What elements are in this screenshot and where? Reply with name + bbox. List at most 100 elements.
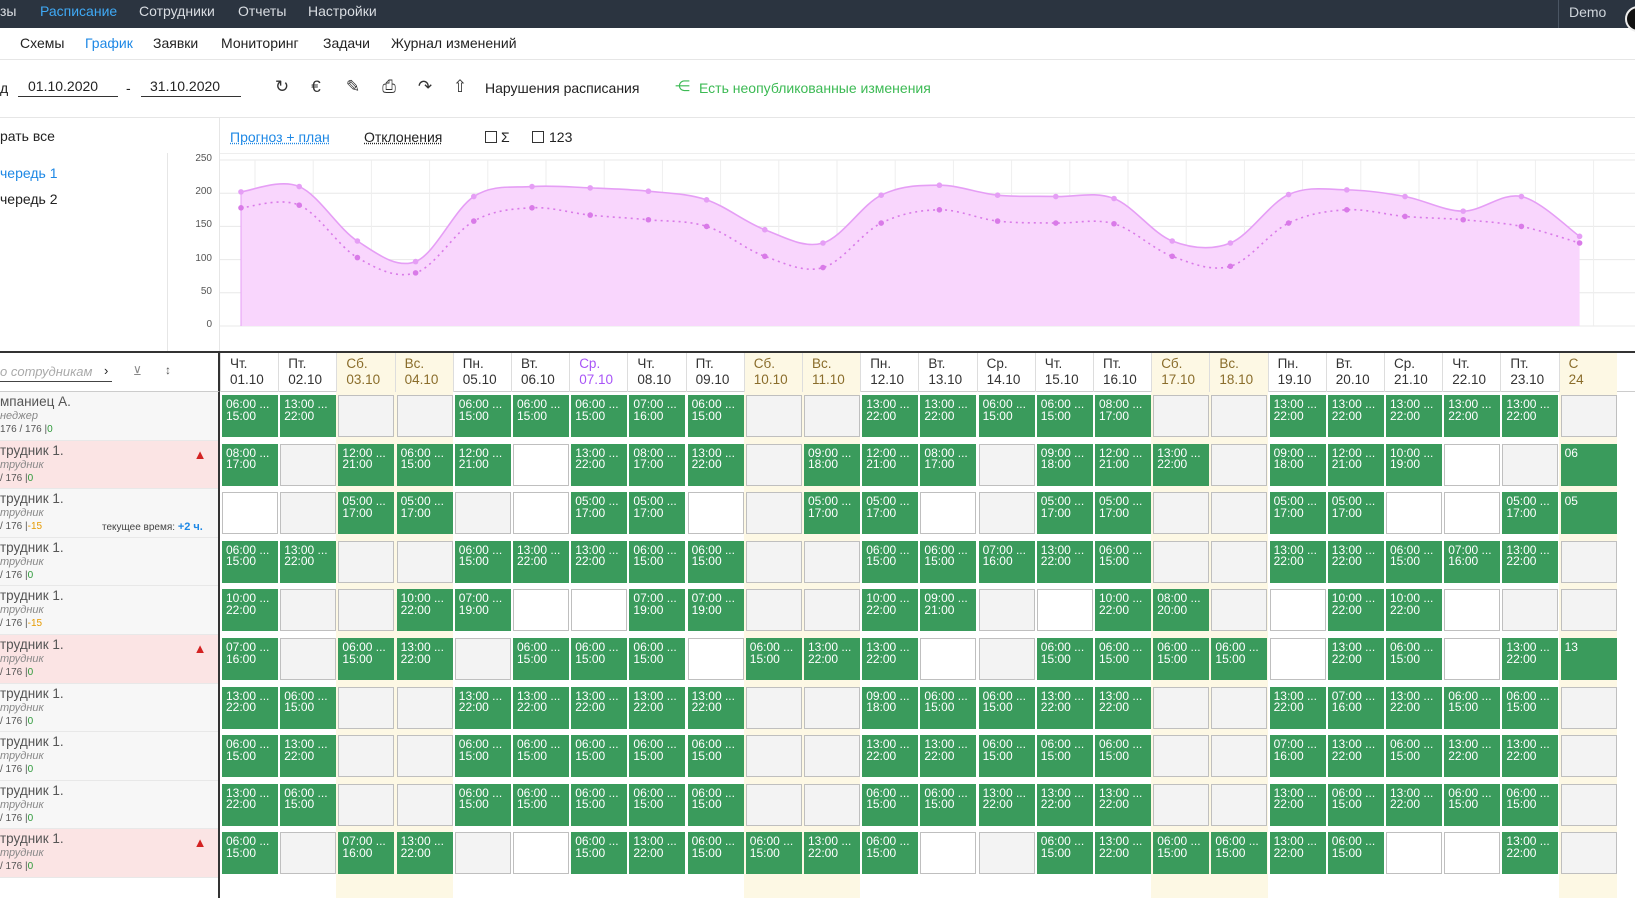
empty-shift-cell[interactable] <box>1386 492 1442 535</box>
day-header[interactable]: Сб. 03.10 <box>336 353 395 392</box>
empty-shift-cell[interactable] <box>396 783 453 826</box>
shift-cell[interactable]: 06:00 ... 15:00 <box>687 395 744 437</box>
empty-shift-cell[interactable] <box>1269 638 1326 680</box>
shift-cell[interactable]: 13:00 ... 22:00 <box>1502 735 1559 778</box>
shift-cell[interactable]: 08:00 ... 17:00 <box>1095 395 1151 437</box>
shift-cell[interactable]: 06:00 ... 15:00 <box>1386 735 1442 778</box>
empty-shift-cell[interactable] <box>513 443 569 486</box>
empty-shift-cell[interactable] <box>804 540 860 583</box>
shift-cell[interactable]: 06:00 ... 15:00 <box>862 832 919 875</box>
shift-cell[interactable]: 13:00 ... 22:00 <box>1269 395 1326 437</box>
empty-shift-cell[interactable] <box>745 735 802 778</box>
employee-name[interactable]: трудник 1. <box>0 734 64 750</box>
employee-row[interactable]: трудник 1. трудник/ 176 |0 <box>0 780 218 830</box>
shift-cell[interactable]: 06:00 ... 15:00 <box>862 540 919 583</box>
day-header[interactable]: Сб. 17.10 <box>1151 353 1210 392</box>
empty-shift-cell[interactable] <box>338 686 395 729</box>
nav-item-reports[interactable]: Отчеты <box>238 3 287 19</box>
shift-cell[interactable]: 13:00 ... 22:00 <box>862 735 919 778</box>
shift-cell[interactable]: 13:00 ... 22:00 <box>978 783 1035 826</box>
empty-shift-cell[interactable] <box>804 735 860 778</box>
empty-shift-cell[interactable] <box>1560 735 1617 778</box>
tab-requests[interactable]: Заявки <box>153 35 199 51</box>
shift-cell[interactable]: 05:00 ... 17:00 <box>571 492 628 535</box>
empty-shift-cell[interactable] <box>1444 589 1501 632</box>
shift-cell[interactable]: 06:00 ... 15:00 <box>1153 638 1210 680</box>
shift-cell[interactable]: 06:00 ... 15:00 <box>454 735 511 778</box>
employee-name[interactable]: трудник 1. <box>0 782 64 798</box>
shift-cell[interactable]: 13:00 ... 22:00 <box>629 686 686 729</box>
shift-cell[interactable]: 06:00 ... 15:00 <box>280 686 337 729</box>
shift-cell[interactable]: 06:00 ... 15:00 <box>571 832 628 875</box>
shift-cell[interactable]: 07:00 ... 16:00 <box>1327 686 1384 729</box>
shift-cell[interactable]: 06:00 ... 15:00 <box>978 735 1035 778</box>
upload-icon[interactable]: ⇧ <box>452 77 468 96</box>
shift-cell[interactable]: 13:00 ... 22:00 <box>1036 540 1093 583</box>
shift-cell[interactable]: 13:00 ... 22:00 <box>687 443 744 486</box>
empty-shift-cell[interactable] <box>396 395 453 437</box>
shift-cell[interactable]: 06:00 ... 15:00 <box>513 638 569 680</box>
shift-cell[interactable]: 06:00 ... 15:00 <box>1386 540 1442 583</box>
shift-cell[interactable]: 08:00 ... 17:00 <box>920 443 977 486</box>
shift-cell[interactable]: 07:00 ... 16:00 <box>222 638 278 680</box>
shift-cell[interactable]: 05:00 ... 17:00 <box>804 492 860 535</box>
shift-cell[interactable]: 06:00 ... 15:00 <box>1095 735 1151 778</box>
empty-shift-cell[interactable] <box>1153 735 1210 778</box>
shift-cell[interactable]: 10:00 ... 22:00 <box>1327 589 1384 632</box>
day-header[interactable]: Пт. 09.10 <box>685 353 744 392</box>
shift-cell[interactable]: 05:00 ... 17:00 <box>1327 492 1384 535</box>
shift-cell[interactable]: 06:00 ... 15:00 <box>687 783 744 826</box>
shift-cell[interactable]: 12:00 ... 21:00 <box>862 443 919 486</box>
empty-shift-cell[interactable] <box>745 492 802 535</box>
empty-shift-cell[interactable] <box>1211 783 1268 826</box>
shift-cell[interactable]: 06:00 ... 15:00 <box>978 686 1035 729</box>
shift-cell[interactable]: 06:00 ... 15:00 <box>1153 832 1210 875</box>
shift-cell[interactable]: 06:00 ... 15:00 <box>222 540 278 583</box>
shift-cell[interactable]: 09:00 ... 21:00 <box>920 589 977 632</box>
empty-shift-cell[interactable] <box>396 735 453 778</box>
shift-cell[interactable]: 06:00 ... 15:00 <box>920 783 977 826</box>
queue-item-1[interactable]: чередь 1 <box>0 165 58 181</box>
empty-shift-cell[interactable] <box>280 443 337 486</box>
shift-cell[interactable]: 06:00 ... 15:00 <box>280 783 337 826</box>
empty-shift-cell[interactable] <box>1502 443 1559 486</box>
empty-shift-cell[interactable] <box>454 492 511 535</box>
empty-shift-cell[interactable] <box>1560 832 1617 875</box>
shift-cell[interactable]: 06:00 ... 15:00 <box>1502 783 1559 826</box>
shift-cell[interactable]: 12:00 ... 21:00 <box>1095 443 1151 486</box>
empty-shift-cell[interactable] <box>1153 540 1210 583</box>
employee-row[interactable]: трудник 1. трудник/ 176 |0 <box>0 537 218 587</box>
clear-filter-icon[interactable]: ⊻ <box>133 364 142 378</box>
empty-shift-cell[interactable] <box>745 443 802 486</box>
shift-cell[interactable]: 06:00 ... 15:00 <box>862 783 919 826</box>
empty-shift-cell[interactable] <box>687 638 744 680</box>
select-all-toggle[interactable]: рать все <box>0 128 55 144</box>
shift-cell[interactable]: 06:00 ... 15:00 <box>629 638 686 680</box>
shift-cell[interactable]: 13:00 ... 22:00 <box>513 686 569 729</box>
empty-shift-cell[interactable] <box>1036 589 1093 632</box>
empty-shift-cell[interactable] <box>513 832 569 875</box>
shift-cell[interactable]: 06:00 ... 15:00 <box>513 395 569 437</box>
empty-shift-cell[interactable] <box>1211 540 1268 583</box>
shift-cell[interactable]: 13:00 ... 22:00 <box>571 443 628 486</box>
shift-cell[interactable]: 05:00 ... 17:00 <box>396 492 453 535</box>
shift-cell[interactable]: 06:00 ... 15:00 <box>1327 832 1384 875</box>
empty-shift-cell[interactable] <box>978 638 1035 680</box>
shift-cell[interactable]: 09:00 ... 18:00 <box>1036 443 1093 486</box>
shift-cell[interactable]: 13:00 ... 22:00 <box>687 686 744 729</box>
empty-shift-cell[interactable] <box>1386 832 1442 875</box>
empty-shift-cell[interactable] <box>920 492 977 535</box>
day-header[interactable]: Вт. 06.10 <box>511 353 569 392</box>
shift-cell[interactable]: 13:00 ... 22:00 <box>396 638 453 680</box>
shift-cell[interactable]: 06:00 ... 15:00 <box>454 395 511 437</box>
shift-cell[interactable]: 08:00 ... 20:00 <box>1153 589 1210 632</box>
tab-monitoring[interactable]: Мониторинг <box>221 35 299 51</box>
shift-cell[interactable]: 06:00 ... 15:00 <box>1036 395 1093 437</box>
shift-cell[interactable]: 06:00 ... 15:00 <box>978 395 1035 437</box>
shift-cell[interactable]: 06:00 ... 15:00 <box>1095 638 1151 680</box>
empty-shift-cell[interactable] <box>513 492 569 535</box>
empty-shift-cell[interactable] <box>745 686 802 729</box>
shift-cell[interactable]: 13:00 ... 22:00 <box>920 395 977 437</box>
empty-shift-cell[interactable] <box>1153 783 1210 826</box>
shift-cell[interactable]: 13:00 ... 22:00 <box>1095 686 1151 729</box>
